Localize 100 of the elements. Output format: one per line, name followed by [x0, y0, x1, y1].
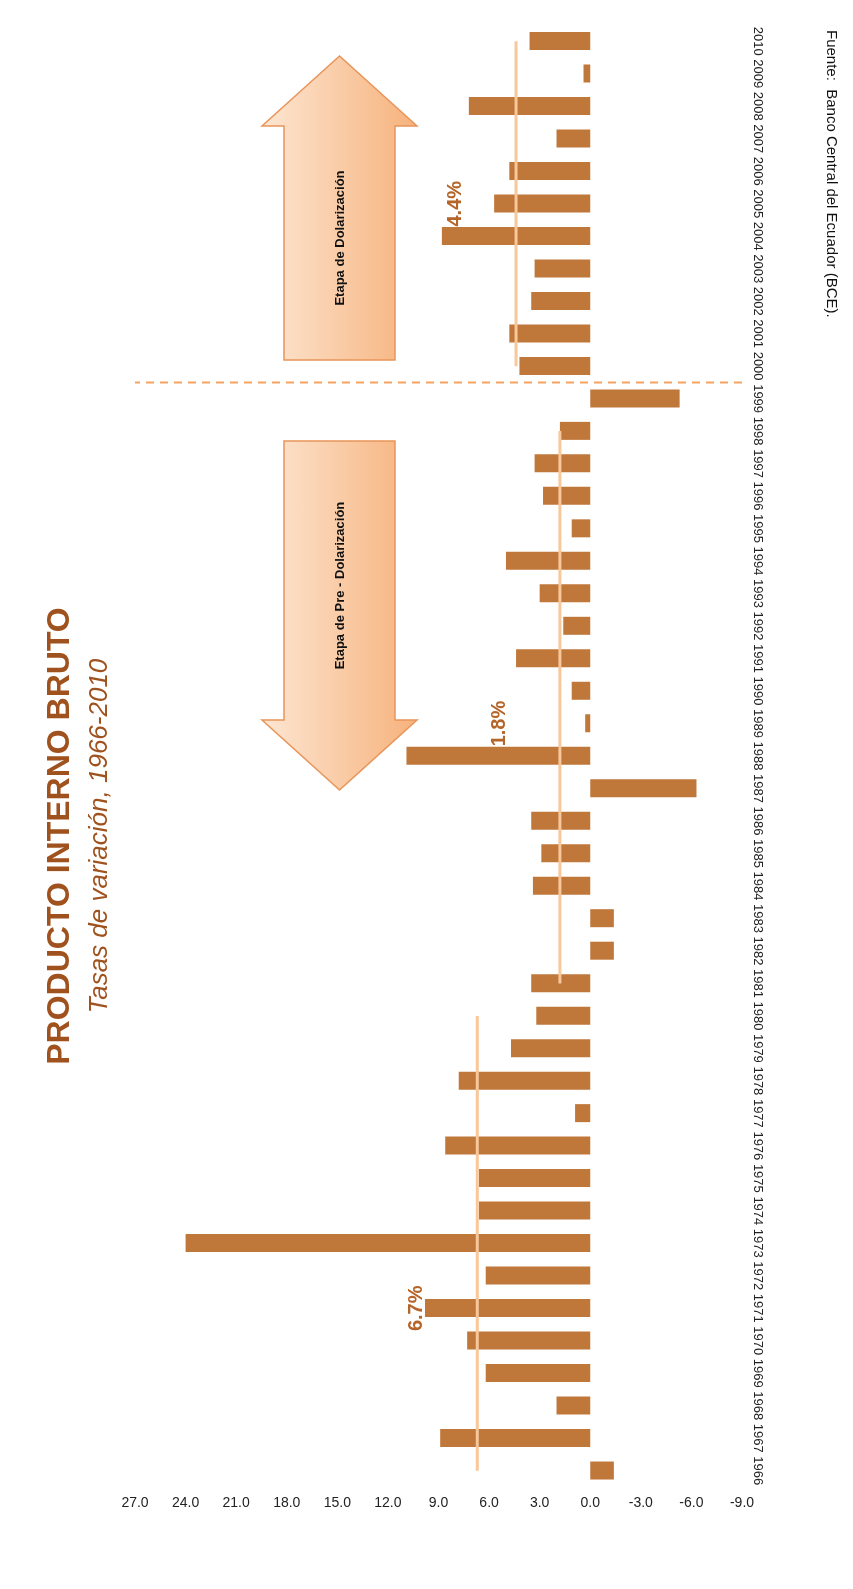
y-tick-label: 2005: [750, 189, 766, 219]
bar: [505, 551, 591, 570]
bar: [543, 486, 591, 505]
annotation: Etapa de Pre - Dolarización: [332, 501, 347, 670]
bar: [575, 1104, 591, 1123]
y-tick-label: 1989: [750, 709, 766, 738]
y-tick-label: 1985: [750, 839, 766, 868]
bar: [534, 454, 591, 473]
y-tick-label: 1975: [750, 1163, 766, 1193]
y-tick-label: 1992: [750, 611, 766, 641]
y-tick-label: 1994: [750, 546, 766, 576]
bar: [541, 844, 591, 863]
bar: [585, 714, 591, 733]
text: PRODUCTO INTERNO BRUTO: [40, 607, 76, 1065]
bar: [559, 421, 591, 440]
x-tick-label: 3.0: [529, 1494, 550, 1510]
bar: [485, 1266, 591, 1285]
bar: [531, 291, 591, 310]
y-tick-label: 1996: [750, 481, 766, 511]
bar: [536, 1006, 591, 1025]
bar: [590, 389, 680, 408]
y-tick-label: 2008: [750, 91, 766, 121]
y-tick-label: 2010: [750, 26, 766, 56]
y-tick-label: 1998: [750, 416, 766, 446]
annotation: Etapa de Dolarización: [332, 170, 347, 306]
y-tick-label: 1982: [750, 936, 766, 966]
bar: [534, 259, 591, 278]
y-tick-label: 1970: [750, 1326, 766, 1356]
x-tick-label: 18.0: [273, 1494, 301, 1510]
bar: [531, 974, 591, 993]
x-tick-label: 24.0: [171, 1494, 200, 1510]
bar: [485, 1364, 591, 1383]
y-tick-label: 1993: [750, 579, 766, 609]
y-tick-label: 1981: [750, 968, 766, 998]
bar: [440, 1429, 591, 1448]
bar: [590, 909, 614, 928]
y-tick-label: 2004: [750, 221, 766, 251]
bar: [467, 1331, 591, 1350]
x-tick-label: 12.0: [374, 1494, 402, 1510]
x-tick-label: -9.0: [729, 1494, 755, 1510]
x-tick-label: 21.0: [222, 1494, 250, 1510]
y-tick-label: 2001: [750, 319, 766, 349]
bar: [571, 681, 591, 700]
y-tick-label: 1972: [750, 1261, 766, 1291]
x-tick-label: 9.0: [428, 1494, 449, 1510]
y-tick-label: 2000: [750, 351, 766, 381]
x-tick-label: -3.0: [628, 1494, 654, 1510]
y-tick-label: 1976: [750, 1131, 766, 1161]
y-tick-label: 1977: [750, 1098, 766, 1128]
bar: [406, 746, 591, 765]
bar: [531, 811, 591, 830]
y-tick-label: 1990: [750, 676, 766, 706]
y-tick-label: 1986: [750, 806, 766, 836]
y-tick-label: 1969: [750, 1358, 766, 1388]
y-tick-label: 1973: [750, 1228, 766, 1258]
bar: [539, 584, 591, 603]
source-note: Fuente: Banco Central del Ecuador (BCE).: [823, 30, 841, 318]
bar: [478, 1201, 591, 1220]
text: Tasas de variación, 1966-2010: [83, 658, 113, 1014]
bar: [441, 226, 591, 245]
bar: [519, 356, 591, 375]
bar: [571, 519, 591, 538]
y-tick-label: 2002: [750, 286, 766, 316]
y-tick-label: 1979: [750, 1033, 766, 1063]
y-tick-label: 2006: [750, 156, 766, 186]
bar: [590, 1461, 614, 1480]
y-tick-label: 1978: [750, 1066, 766, 1096]
y-tick-label: 1987: [750, 774, 766, 803]
bar: [458, 1071, 591, 1090]
y-tick-label: 1991: [750, 644, 766, 673]
bar: [563, 616, 591, 635]
y-tick-label: 1968: [750, 1391, 766, 1421]
bar: [556, 1396, 591, 1415]
bar: [468, 96, 591, 115]
bar: [478, 1169, 591, 1188]
x-tick-label: 6.0: [479, 1494, 500, 1510]
y-tick-label: 1995: [750, 514, 766, 544]
y-tick-label: 1988: [750, 741, 766, 771]
x-tick-label: 27.0: [121, 1494, 149, 1510]
bar: [445, 1136, 591, 1155]
bar: [529, 32, 591, 50]
bar: [511, 1039, 591, 1058]
y-tick-label: 1974: [750, 1196, 766, 1226]
bar: [516, 649, 591, 668]
bar: [425, 1299, 591, 1318]
bar: [590, 941, 614, 960]
y-tick-label: 1967: [750, 1423, 766, 1453]
y-tick-label: 1983: [750, 903, 766, 933]
bar: [590, 779, 697, 798]
x-tick-label: 15.0: [323, 1494, 352, 1510]
bar: [185, 1234, 591, 1253]
bar: [509, 324, 591, 343]
bar: [532, 876, 591, 895]
y-tick-label: 2003: [750, 254, 766, 284]
y-tick-label: 2009: [750, 59, 766, 89]
bar: [494, 194, 591, 213]
y-tick-label: 1999: [750, 384, 766, 414]
annotation: 1.8%: [486, 700, 509, 747]
bar: [509, 161, 591, 180]
y-tick-label: 1984: [750, 871, 766, 901]
